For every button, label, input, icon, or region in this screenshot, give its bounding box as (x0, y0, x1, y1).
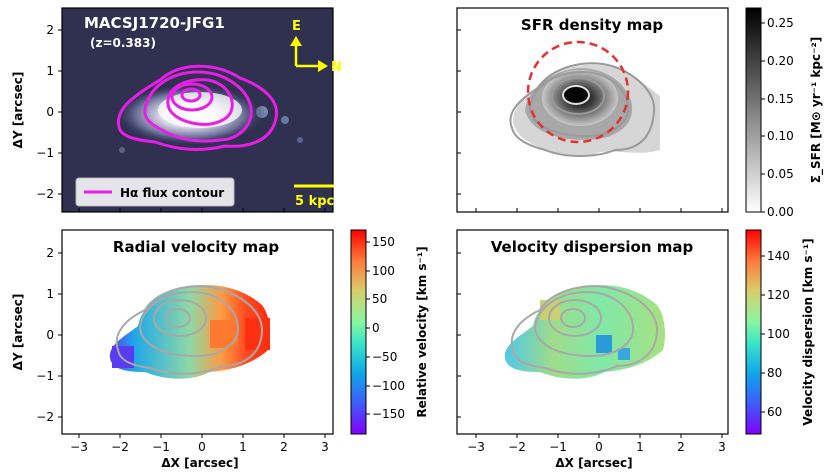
panel-d-cblabel: Velocity dispersion [km s⁻¹] (801, 238, 815, 425)
panel-c-cbtick: 0 (372, 321, 380, 335)
panel-c-cbtick: 100 (372, 264, 395, 278)
panel-d-yticks (457, 252, 461, 418)
panel-c-xtick: 1 (239, 440, 247, 454)
panel-c-cblabel: Relative velocity [km s⁻¹] (415, 246, 429, 417)
panel-c-ytick: 1 (46, 287, 54, 301)
panel-b-cblabel: Σ_SFR [M⊙ yr⁻¹ kpc⁻²] (809, 37, 824, 183)
panel-c-ytick: −1 (36, 369, 54, 383)
target-name: MACSJ1720-JFG1 (84, 14, 225, 32)
velocity-gray-contours (115, 285, 264, 375)
panel-a-ylabel: ΔY [arcsec] (11, 72, 25, 149)
panel-a: MACSJ1720-JFG1 (z=0.383) E N Hα flux con… (11, 7, 342, 213)
halpha-contours (116, 64, 279, 151)
panel-a-yaxis: 2 1 0 −1 −2 ΔY [arcsec] (11, 23, 62, 201)
panel-c-ytick: −2 (36, 410, 54, 424)
panel-c-yaxis: 2 1 0 −1 −2 ΔY [arcsec] (11, 246, 62, 424)
panel-a-ytick: 1 (46, 64, 54, 78)
panel-d-xtick: 2 (677, 440, 685, 454)
scale-bar: 5 kpc (294, 184, 334, 209)
panel-c-title: Radial velocity map (113, 238, 279, 256)
panel-d-xtick: −3 (467, 440, 485, 454)
panel-c-cbtick: −50 (372, 350, 397, 364)
panel-d-xtick: 0 (595, 440, 603, 454)
panel-b: SFR density map 0.00 0.05 0.10 0.15 0.20… (456, 7, 824, 219)
panel-b-cbtick: 0.20 (767, 54, 794, 68)
panel-b-ticks (457, 29, 723, 212)
panel-c-cbtick: −150 (372, 407, 405, 421)
compass-east-label: E (292, 19, 301, 34)
panel-c-xtick: −3 (70, 440, 88, 454)
panel-c-colorbar: −150 −100 −50 0 50 100 150 Relative velo… (350, 229, 429, 435)
redshift-label: (z=0.383) (90, 36, 156, 50)
panel-d-title: Velocity dispersion map (491, 238, 694, 256)
panel-c-xtick: 3 (321, 440, 329, 454)
panel-b-colorbar: 0.00 0.05 0.10 0.15 0.20 0.25 Σ_SFR [M⊙ … (745, 7, 824, 219)
scale-bar-label: 5 kpc (295, 194, 334, 209)
sfr-gray-contours (509, 62, 656, 157)
compass (290, 36, 328, 72)
panel-d-colorbar: 60 80 100 120 140 Velocity dispersion [k… (745, 229, 815, 435)
panel-d: Velocity dispersion map −3 −2 −1 0 1 2 3… (456, 229, 815, 470)
panel-c-xtick: 0 (198, 440, 206, 454)
legend: Hα flux contour (75, 177, 235, 207)
panel-b-cbtick: 0.05 (767, 167, 794, 181)
panel-c-ytick: 2 (46, 246, 54, 260)
sfr-aperture-circle (526, 40, 630, 144)
panel-c: Radial velocity map 2 1 0 −1 −2 ΔY [arcs… (11, 229, 429, 470)
panel-d-cbtick: 80 (767, 366, 782, 380)
panel-d-cbtick: 120 (767, 288, 790, 302)
panel-a-ytick: 0 (46, 105, 54, 119)
panel-c-xlabel: ΔX [arcsec] (161, 456, 238, 470)
panel-c-xaxis: −3 −2 −1 0 1 2 3 ΔX [arcsec] (70, 434, 329, 470)
panel-d-xtick: −1 (549, 440, 567, 454)
panel-b-cbtick: 0.25 (767, 16, 794, 30)
panel-c-ylabel: ΔY [arcsec] (11, 294, 25, 371)
dispersion-gray-contours (510, 285, 659, 375)
panel-c-cbtick: 50 (372, 292, 387, 306)
compass-north-label: N (331, 60, 342, 75)
panel-c-cbtick: 150 (372, 235, 395, 249)
legend-label: Hα flux contour (120, 186, 224, 200)
panel-d-cbtick: 140 (767, 249, 790, 263)
panel-c-xtick: 2 (280, 440, 288, 454)
panel-b-cbtick: 0.10 (767, 129, 794, 143)
panel-a-ytick: 2 (46, 23, 54, 37)
panel-c-xtick: −2 (111, 440, 129, 454)
panel-d-xlabel: ΔX [arcsec] (555, 456, 632, 470)
panel-b-cbtick: 0.00 (767, 205, 794, 219)
panel-d-xaxis: −3 −2 −1 0 1 2 3 ΔX [arcsec] (467, 434, 726, 470)
panel-d-cbtick: 100 (767, 327, 790, 341)
panel-c-xtick: −1 (152, 440, 170, 454)
panel-d-xtick: 3 (718, 440, 726, 454)
panel-c-ytick: 0 (46, 328, 54, 342)
panel-a-ytick: −2 (36, 187, 54, 201)
panel-a-xticks (78, 208, 326, 212)
panel-c-cbtick: −100 (372, 379, 405, 393)
panel-d-cbtick: 60 (767, 405, 782, 419)
panel-d-xtick: −2 (508, 440, 526, 454)
panel-a-ytick: −1 (36, 146, 54, 160)
panel-d-xtick: 1 (636, 440, 644, 454)
panel-b-cbtick: 0.15 (767, 92, 794, 106)
panel-b-title: SFR density map (521, 16, 663, 34)
